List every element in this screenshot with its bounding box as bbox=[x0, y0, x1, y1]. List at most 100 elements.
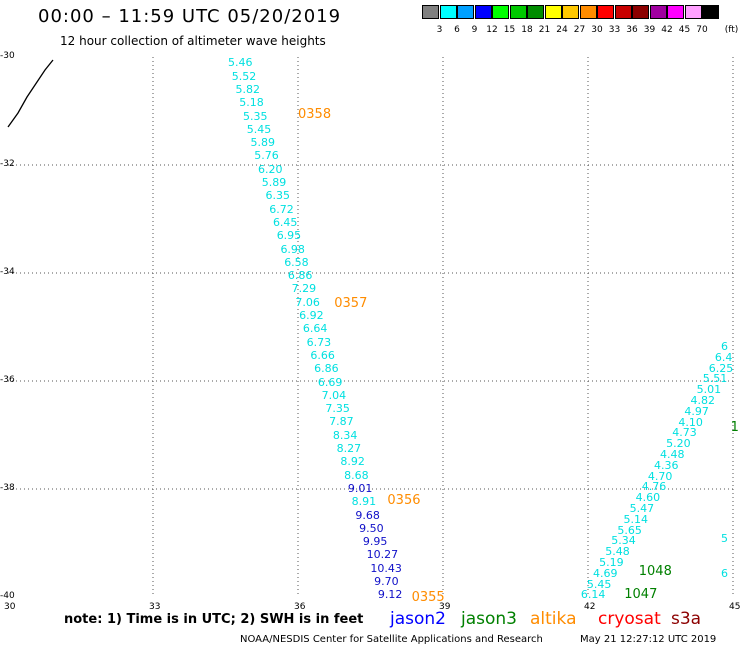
legend-label: 9 bbox=[471, 25, 478, 35]
legend-label: 39 bbox=[643, 25, 656, 35]
swh-value: 5.82 bbox=[235, 82, 260, 96]
legend-label: 42 bbox=[661, 25, 673, 35]
swh-value: 6.98 bbox=[280, 242, 305, 256]
edge-mark: 1 bbox=[730, 419, 739, 435]
swh-value: 4.69 bbox=[593, 566, 618, 580]
swh-value: 5.18 bbox=[239, 96, 264, 110]
swh-value: 6.64 bbox=[302, 322, 328, 336]
swh-value: 4.36 bbox=[653, 458, 679, 472]
swh-value: 6.86 bbox=[287, 269, 313, 283]
swh-value: 5.51 bbox=[702, 372, 728, 386]
swh-value: 4.97 bbox=[684, 404, 709, 418]
swh-value: 8.92 bbox=[340, 455, 365, 469]
swh-value: 4.10 bbox=[678, 415, 703, 429]
page-title: 00:00 – 11:59 UTC 05/20/2019 bbox=[38, 6, 342, 27]
swh-value: 6 bbox=[721, 566, 728, 580]
swh-value: 7.06 bbox=[295, 295, 320, 309]
legend-label: 45 bbox=[678, 25, 691, 35]
swh-value: 9.68 bbox=[355, 508, 380, 522]
legend-label: 6 bbox=[454, 25, 460, 35]
swh-value: 7.35 bbox=[325, 402, 350, 416]
legend-label: 30 bbox=[591, 25, 603, 35]
lon-tick-label: 36 bbox=[294, 602, 306, 612]
lat-tick-label: -38 bbox=[0, 483, 15, 493]
swh-value: 5.35 bbox=[242, 109, 268, 123]
swh-value: 7.04 bbox=[321, 388, 347, 402]
lon-tick-label: 33 bbox=[149, 602, 161, 612]
swh-value: 8.27 bbox=[336, 442, 362, 456]
swh-value: 9.70 bbox=[374, 575, 399, 588]
swh-value: 5.47 bbox=[629, 501, 655, 515]
legend-label: 36 bbox=[626, 25, 638, 35]
legend-swatch bbox=[632, 5, 649, 19]
lat-tick-label: -32 bbox=[0, 159, 15, 169]
coastline bbox=[7, 59, 54, 128]
legend-swatch bbox=[527, 5, 544, 19]
pass-time: 0357 bbox=[334, 295, 368, 311]
pass-time: 0355 bbox=[411, 590, 445, 605]
swh-value: 5.65 bbox=[617, 523, 642, 537]
swh-value: 4.48 bbox=[660, 447, 685, 461]
pass-time: 1047 bbox=[624, 587, 658, 603]
satellite-s3a: s3a bbox=[671, 609, 702, 629]
swh-value: 6.92 bbox=[299, 309, 324, 323]
swh-value: 5.76 bbox=[254, 149, 279, 163]
swh-value: 4.76 bbox=[641, 480, 667, 494]
swh-value: 4.82 bbox=[690, 393, 716, 407]
legend-swatch bbox=[702, 5, 719, 19]
legend-swatch bbox=[684, 5, 702, 19]
legend-swatch bbox=[492, 5, 509, 19]
swh-value: 8.34 bbox=[332, 428, 358, 442]
swh-value: 6.72 bbox=[269, 202, 294, 216]
swh-value: 5.19 bbox=[599, 555, 624, 569]
swh-value: 6.45 bbox=[272, 215, 298, 229]
swh-value: 5.48 bbox=[605, 545, 630, 559]
legend-swatch bbox=[544, 5, 562, 19]
legend-unit: (ft) bbox=[724, 25, 739, 35]
lon-tick-label: 42 bbox=[584, 602, 596, 612]
lat-tick-label: -34 bbox=[0, 267, 15, 277]
satellite-altika: altika bbox=[530, 609, 577, 629]
generated-timestamp: May 21 12:27:12 UTC 2019 bbox=[580, 634, 717, 645]
swh-value: 5 bbox=[721, 531, 728, 545]
lon-tick-label: 30 bbox=[4, 602, 16, 612]
legend-label: 27 bbox=[573, 25, 586, 35]
satellite-jason2: jason2 bbox=[390, 609, 446, 629]
swh-value: 9.01 bbox=[347, 481, 373, 495]
swh-value: 5.01 bbox=[696, 383, 722, 397]
swh-value: 5.14 bbox=[623, 512, 648, 526]
swh-value: 6.35 bbox=[265, 189, 290, 203]
legend-swatch bbox=[649, 5, 667, 19]
swh-value: 6 bbox=[721, 339, 728, 353]
lat-tick-label: -30 bbox=[0, 51, 15, 61]
swh-value: 5.45 bbox=[246, 122, 272, 136]
legend-swatch bbox=[579, 5, 597, 19]
swh-value: 4.70 bbox=[647, 469, 673, 483]
legend-swatch bbox=[474, 5, 492, 19]
legend-label: 15 bbox=[503, 25, 516, 35]
lat-tick-label: -36 bbox=[0, 375, 15, 385]
swh-value: 9.12 bbox=[377, 588, 403, 602]
swh-value: 9.50 bbox=[359, 521, 384, 535]
swh-value: 4.73 bbox=[672, 426, 697, 440]
swh-value: 6.95 bbox=[276, 229, 302, 243]
legend-label: 24 bbox=[556, 25, 568, 35]
legend-swatch bbox=[457, 5, 474, 19]
swh-value: 6.58 bbox=[284, 255, 309, 269]
lat-tick-label: -40 bbox=[0, 591, 15, 601]
legend-label: 21 bbox=[538, 25, 551, 35]
swh-value: 7.87 bbox=[329, 415, 354, 429]
satellite-cryosat: cryosat bbox=[598, 609, 661, 629]
swh-value: 5.52 bbox=[231, 69, 257, 83]
legend-swatch bbox=[562, 5, 579, 19]
legend-label: 3 bbox=[436, 25, 443, 35]
swh-value: 6.73 bbox=[306, 335, 332, 349]
legend-swatch bbox=[667, 5, 684, 19]
swh-value: 9.95 bbox=[362, 535, 388, 549]
lon-tick-label: 45 bbox=[729, 602, 740, 612]
swh-value: 6.20 bbox=[257, 162, 283, 176]
swh-value: 6.69 bbox=[317, 375, 343, 389]
legend-swatch bbox=[422, 5, 439, 19]
legend-label: 33 bbox=[608, 25, 621, 35]
